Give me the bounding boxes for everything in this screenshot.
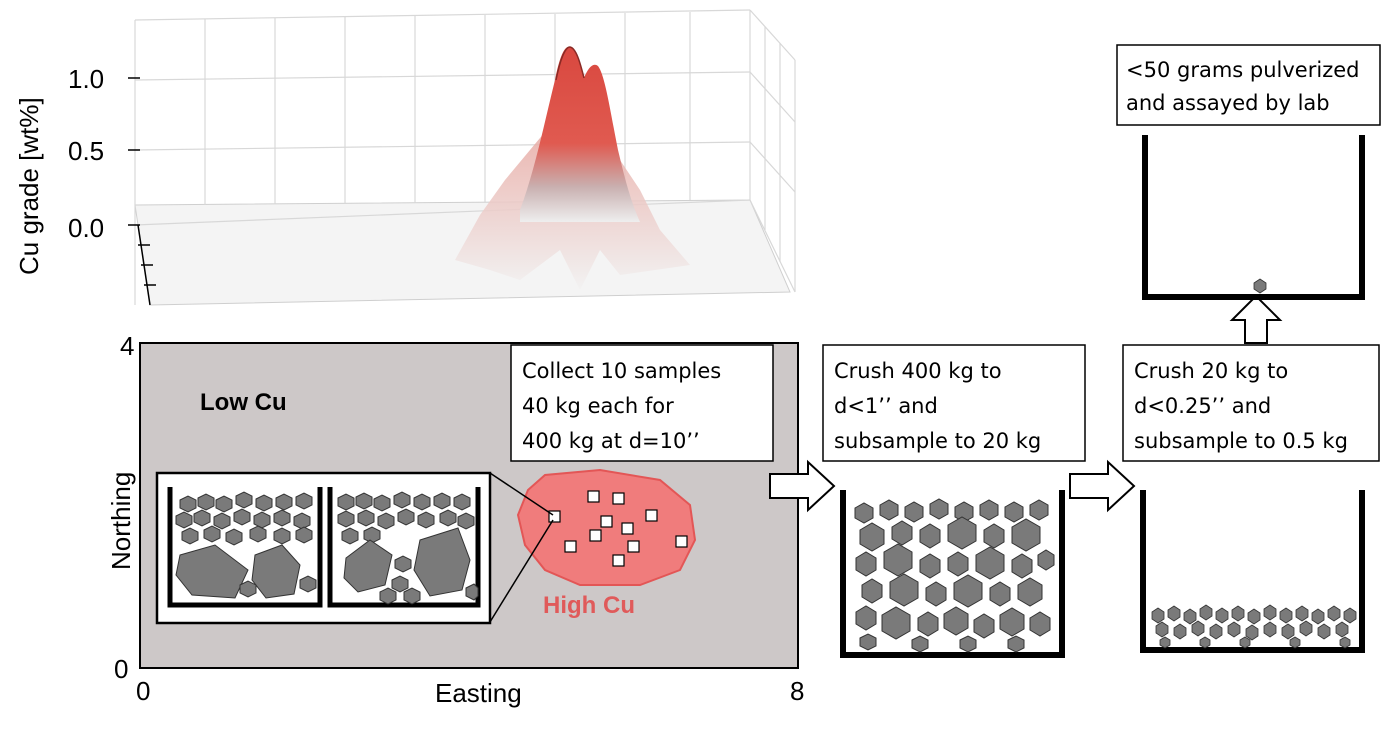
sample-points	[548, 490, 688, 567]
plot-grid	[134, 9, 796, 305]
step-3-line-1: Crush 20 kg to	[1134, 359, 1288, 383]
step-2-line-3: subsample to 20 kg	[834, 429, 1041, 453]
step-2-line-2: d<1’’ and	[834, 394, 938, 418]
map-xtick: 8	[790, 676, 804, 706]
step-3-line-2: d<0.25’’ and	[1134, 394, 1271, 418]
step-3-line-3: subsample to 0.5 kg	[1134, 429, 1348, 453]
surface-plot: 1.0 0.5 0.0 Cu grade [wt%]	[14, 9, 796, 306]
map-panel: 4 0 0 8 Easting Northing Low Cu High Cu	[106, 331, 804, 708]
plot-tick: 1.0	[68, 64, 104, 94]
step-3-box: Crush 20 kg to d<0.25’’ and subsample to…	[1122, 344, 1380, 462]
arrow-right-icon	[769, 459, 836, 513]
rock-pile	[854, 498, 1055, 653]
arrow-right-icon	[1069, 459, 1136, 513]
plot-ylabel: Cu grade [wt%]	[14, 97, 44, 275]
plot-tick: 0.5	[68, 136, 104, 166]
step-1-line-1: Collect 10 samples	[522, 359, 721, 383]
lab-bin	[1142, 135, 1365, 300]
map-ylabel: Northing	[106, 472, 136, 570]
grade-peak	[520, 46, 640, 222]
plot-tick-labels: 1.0 0.5 0.0	[68, 64, 104, 243]
step-2-line-1: Crush 400 kg to	[834, 359, 1002, 383]
step-1-box: Collect 10 samples 40 kg each for 400 kg…	[510, 344, 774, 462]
rock-pile	[337, 491, 479, 605]
step-4-box: <50 grams pulverized and assayed by lab	[1116, 44, 1381, 126]
step-1-line-2: 40 kg each for	[522, 394, 674, 418]
high-cu-label: High Cu	[543, 592, 635, 619]
low-cu-label: Low Cu	[200, 389, 287, 416]
sample-bin-1	[167, 487, 323, 608]
step-4-line-2: and assayed by lab	[1126, 91, 1330, 115]
step-4-line-1: <50 grams pulverized	[1126, 58, 1359, 82]
step-2-box: Crush 400 kg to d<1’’ and subsample to 2…	[822, 344, 1086, 462]
rock-pile	[175, 491, 317, 599]
rock-pile	[1151, 604, 1357, 649]
crushed-bin-2	[1140, 490, 1365, 653]
map-ytick: 4	[120, 331, 134, 361]
crushed-bin-1	[840, 490, 1065, 658]
arrow-up-icon	[1229, 294, 1283, 344]
map-xtick: 0	[136, 676, 150, 706]
plot-axis	[128, 77, 156, 306]
map-xlabel: Easting	[435, 678, 522, 708]
map-ytick: 0	[114, 654, 128, 684]
sample-grain-icon	[1253, 278, 1267, 294]
plot-tick: 0.0	[68, 213, 104, 243]
sample-bin-2	[327, 487, 481, 608]
step-1-line-3: 400 kg at d=10’’	[522, 429, 700, 453]
